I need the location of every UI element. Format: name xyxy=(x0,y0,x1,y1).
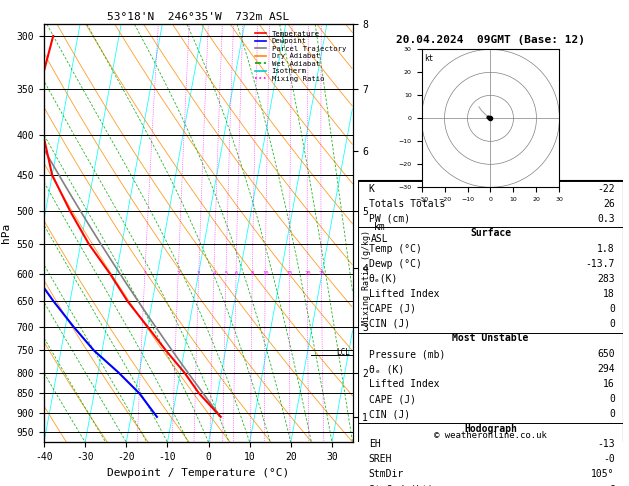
Text: 4: 4 xyxy=(212,271,216,277)
Title: 53°18'N  246°35'W  732m ASL: 53°18'N 246°35'W 732m ASL xyxy=(107,12,289,22)
Text: -0: -0 xyxy=(603,454,615,465)
Text: 283: 283 xyxy=(597,274,615,284)
Text: 0.3: 0.3 xyxy=(597,214,615,224)
X-axis label: Dewpoint / Temperature (°C): Dewpoint / Temperature (°C) xyxy=(107,468,289,478)
Text: θₑ (K): θₑ (K) xyxy=(369,364,404,374)
Text: -22: -22 xyxy=(597,184,615,193)
Text: -13.7: -13.7 xyxy=(586,259,615,269)
Text: Most Unstable: Most Unstable xyxy=(452,333,529,343)
Text: 294: 294 xyxy=(597,364,615,374)
Text: -13: -13 xyxy=(597,439,615,450)
Text: LCL: LCL xyxy=(337,347,350,357)
Text: 18: 18 xyxy=(603,289,615,299)
Text: 10: 10 xyxy=(262,271,269,277)
Text: 8: 8 xyxy=(609,485,615,486)
Text: StmDir: StmDir xyxy=(369,469,404,480)
Text: 15: 15 xyxy=(286,271,292,277)
Text: StmSpd (kt): StmSpd (kt) xyxy=(369,485,433,486)
Text: EH: EH xyxy=(369,439,381,450)
Text: CIN (J): CIN (J) xyxy=(369,319,410,329)
Text: Dewp (°C): Dewp (°C) xyxy=(369,259,421,269)
Text: 6: 6 xyxy=(235,271,238,277)
Text: 0: 0 xyxy=(609,304,615,314)
Y-axis label: km
ASL: km ASL xyxy=(370,223,388,244)
Text: K: K xyxy=(369,184,375,193)
Text: 20: 20 xyxy=(304,271,311,277)
Text: Surface: Surface xyxy=(470,228,511,238)
Text: 2: 2 xyxy=(177,271,180,277)
Text: Pressure (mb): Pressure (mb) xyxy=(369,349,445,359)
Text: Lifted Index: Lifted Index xyxy=(369,379,439,389)
Text: 16: 16 xyxy=(603,379,615,389)
Text: Totals Totals: Totals Totals xyxy=(369,199,445,208)
Text: Temp (°C): Temp (°C) xyxy=(369,244,421,254)
Text: 5: 5 xyxy=(225,271,228,277)
Text: 3: 3 xyxy=(197,271,201,277)
Text: 105°: 105° xyxy=(591,469,615,480)
Text: θₑ(K): θₑ(K) xyxy=(369,274,398,284)
Text: 650: 650 xyxy=(597,349,615,359)
Text: CAPE (J): CAPE (J) xyxy=(369,394,416,404)
Text: 0: 0 xyxy=(609,394,615,404)
Text: 25: 25 xyxy=(318,271,325,277)
Text: 0: 0 xyxy=(609,319,615,329)
Text: PW (cm): PW (cm) xyxy=(369,214,410,224)
Text: 1: 1 xyxy=(143,271,147,277)
Bar xyxy=(359,180,623,486)
Text: 8: 8 xyxy=(251,271,254,277)
Text: © weatheronline.co.uk: © weatheronline.co.uk xyxy=(434,431,547,440)
Text: CIN (J): CIN (J) xyxy=(369,409,410,419)
Text: 26: 26 xyxy=(603,199,615,208)
Legend: Temperature, Dewpoint, Parcel Trajectory, Dry Adiabat, Wet Adiabat, Isotherm, Mi: Temperature, Dewpoint, Parcel Trajectory… xyxy=(252,28,349,85)
Y-axis label: hPa: hPa xyxy=(1,223,11,243)
Text: SREH: SREH xyxy=(369,454,392,465)
Text: Hodograph: Hodograph xyxy=(464,424,517,434)
Text: 20.04.2024  09GMT (Base: 12): 20.04.2024 09GMT (Base: 12) xyxy=(396,35,585,45)
Text: 0: 0 xyxy=(609,409,615,419)
Text: 1.8: 1.8 xyxy=(597,244,615,254)
Text: kt: kt xyxy=(425,53,433,63)
Text: CAPE (J): CAPE (J) xyxy=(369,304,416,314)
Text: Lifted Index: Lifted Index xyxy=(369,289,439,299)
